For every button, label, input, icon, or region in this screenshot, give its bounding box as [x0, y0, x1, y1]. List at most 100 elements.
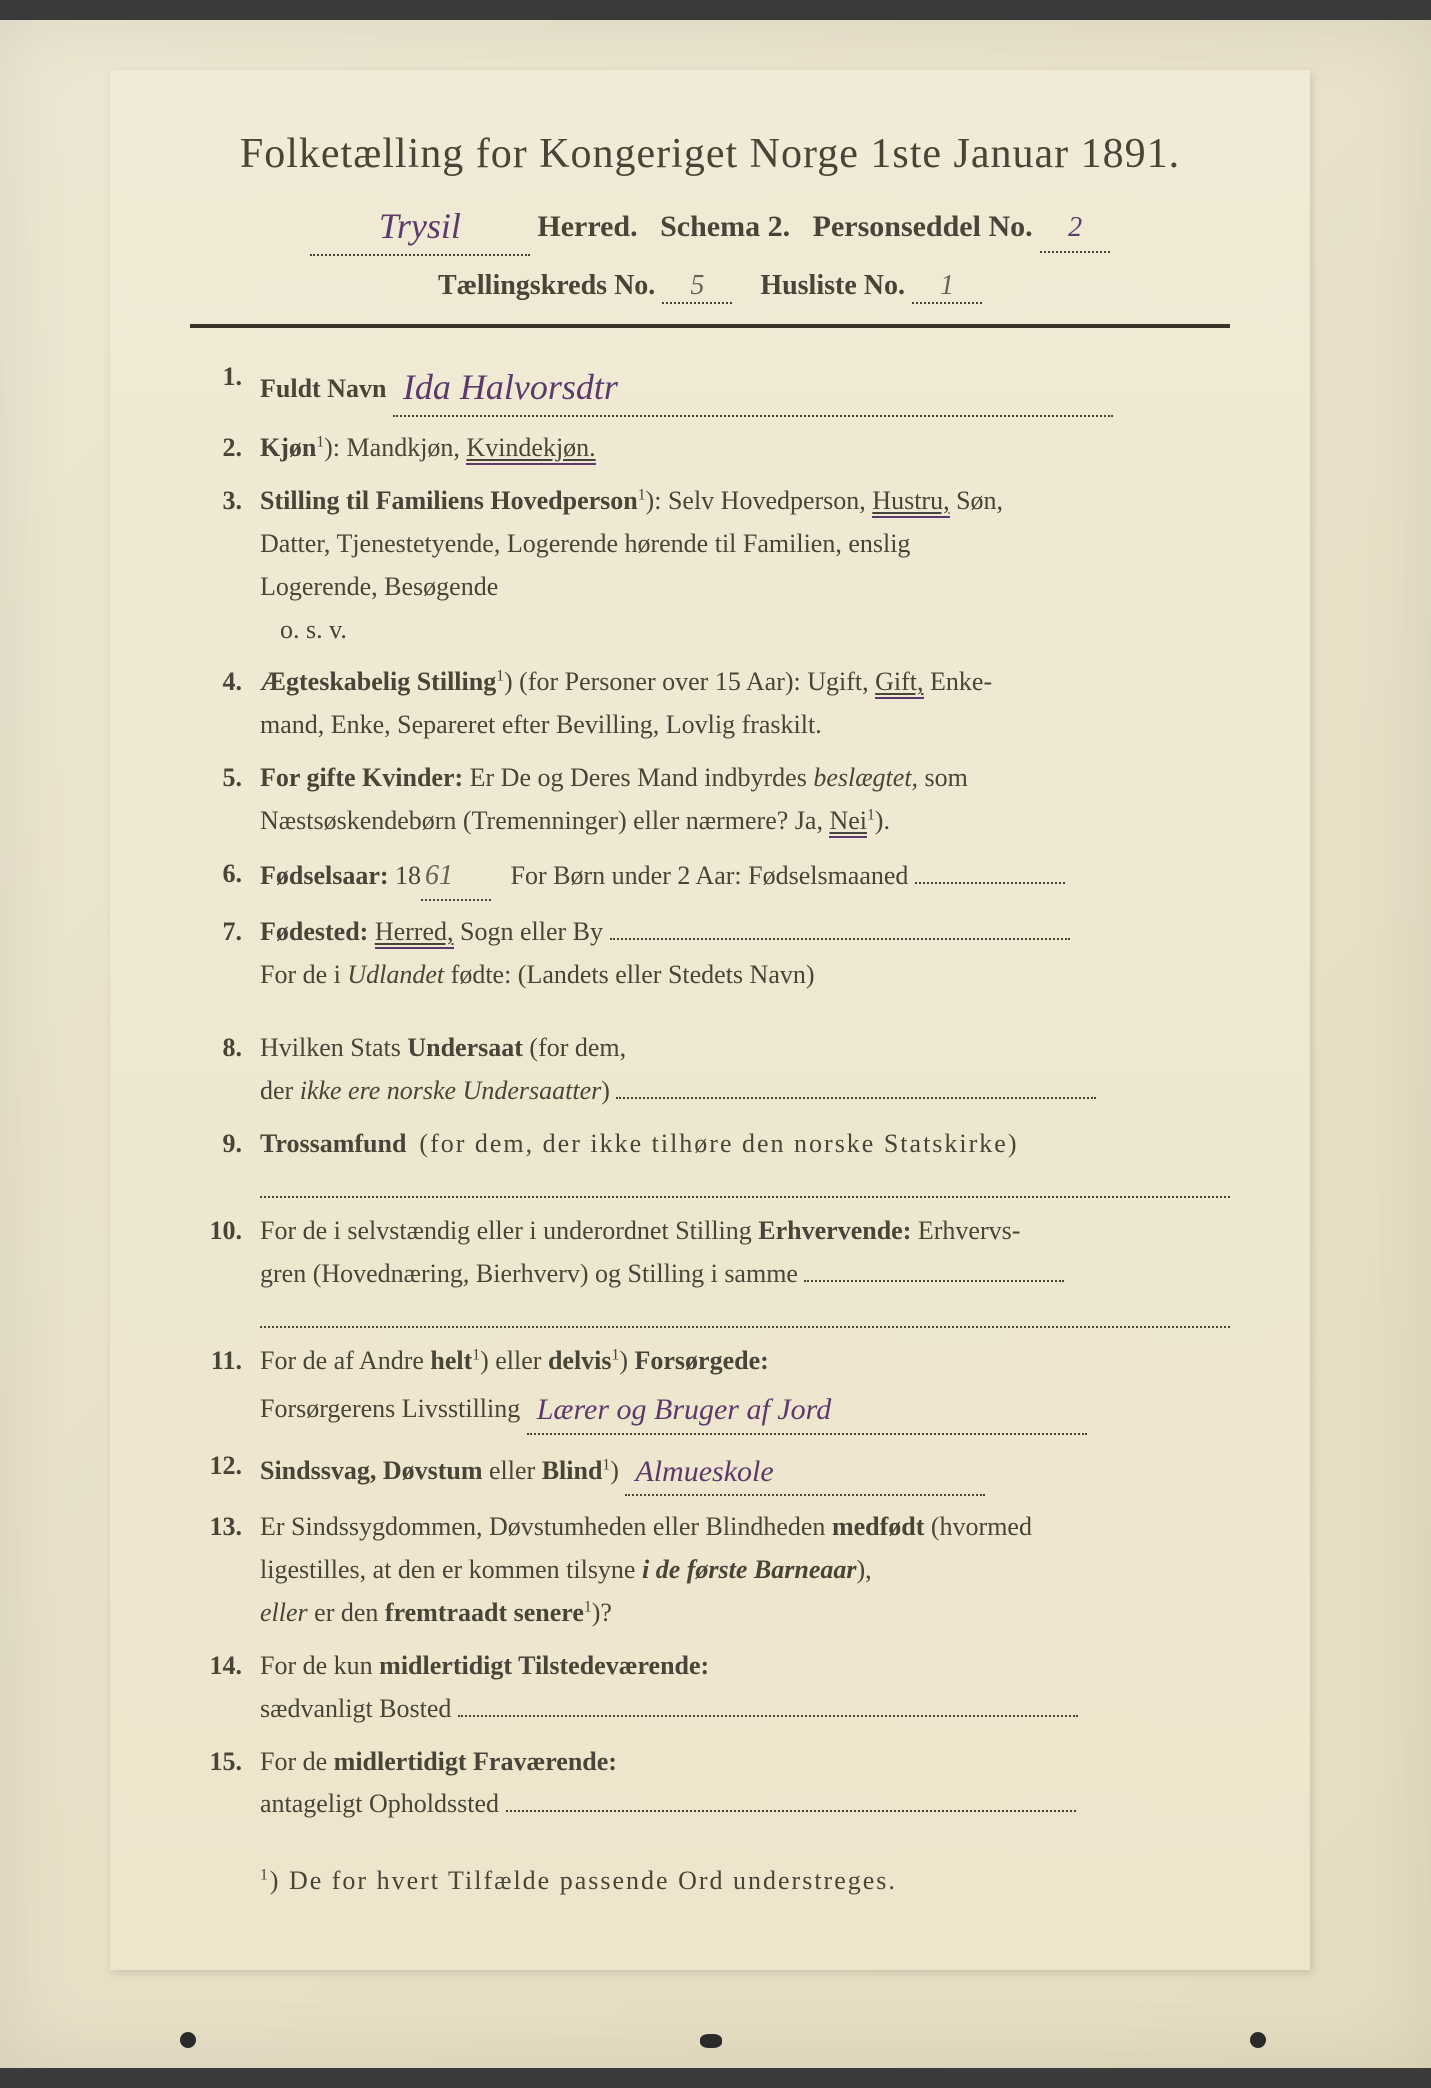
q14-num: 14.: [200, 1645, 260, 1688]
q11-bold1: helt: [430, 1346, 472, 1375]
schema-label: Schema 2.: [660, 210, 790, 243]
q9-num: 9.: [200, 1123, 260, 1166]
question-10: 10. For de i selvstændig eller i underor…: [200, 1210, 1230, 1296]
question-3: 3. Stilling til Familiens Hovedperson1):…: [200, 480, 1230, 652]
question-1: 1. Fuldt Navn Ida Halvorsdtr: [200, 356, 1230, 417]
question-2: 2. Kjøn1): Mandkjøn, Kvindekjøn.: [200, 427, 1230, 470]
q9-bold: Trossamfund: [260, 1129, 406, 1158]
punch-hole: [700, 2034, 722, 2048]
kreds-no: 5: [690, 270, 704, 301]
question-5: 5. For gifte Kvinder: Er De og Deres Man…: [200, 757, 1230, 843]
footnote: 1) De for hvert Tilfælde passende Ord un…: [190, 1866, 1230, 1896]
q7-line2b: fødte: (Landets eller Stedets Navn): [451, 960, 815, 989]
q3-num: 3.: [200, 480, 260, 523]
q4-num: 4.: [200, 661, 260, 704]
header-line-3: Tællingskreds No. 5 Husliste No. 1: [190, 270, 1230, 304]
q6-num: 6.: [200, 853, 260, 896]
q3-opts-a: Selv Hovedperson,: [668, 486, 866, 515]
personseddel-no: 2: [1068, 212, 1082, 243]
q6-year-prefix: 18: [395, 861, 421, 890]
q5-text1c: som: [925, 763, 968, 792]
q2-opt1: Mandkjøn,: [347, 433, 460, 462]
q2-label: Kjøn: [260, 433, 316, 462]
q9-text: (for dem, der ikke tilhøre den norske St…: [419, 1129, 1018, 1158]
q10-bold1: Erhvervende:: [758, 1216, 911, 1245]
husliste-label: Husliste No.: [760, 270, 905, 301]
q11-text1: For de af Andre: [260, 1346, 424, 1375]
q13-num: 13.: [200, 1506, 260, 1549]
q7-num: 7.: [200, 911, 260, 954]
kreds-label: Tællingskreds No.: [438, 270, 655, 301]
q1-value: Ida Halvorsdtr: [397, 358, 624, 417]
question-6: 6. Fødselsaar: 1861 For Børn under 2 Aar…: [200, 853, 1230, 901]
q12-num: 12.: [200, 1445, 260, 1488]
q4-label: Ægteskabelig Stilling: [260, 667, 496, 696]
q13-text2: (hvormed: [931, 1512, 1032, 1541]
q1-label: Fuldt Navn: [260, 374, 386, 403]
q2-num: 2.: [200, 427, 260, 470]
q13-line2a: ligestilles, at den er kommen tilsyne: [260, 1555, 635, 1584]
q7-udl: Udlandet: [347, 960, 444, 989]
q2-opt2: Kvindekjøn.: [466, 433, 595, 465]
question-9: 9. Trossamfund (for dem, der ikke tilhør…: [200, 1123, 1230, 1166]
q10-blank-line: [260, 1306, 1230, 1328]
q12-text: eller: [489, 1456, 535, 1485]
footnote-text: ) De for hvert Tilfælde passende Ord und…: [270, 1866, 897, 1895]
q10-num: 10.: [200, 1210, 260, 1253]
q9-blank-line: [260, 1176, 1230, 1198]
q4-ugift: Ugift,: [807, 667, 868, 696]
q11-text2: eller: [495, 1346, 541, 1375]
q8-text1: Hvilken Stats: [260, 1033, 401, 1062]
q15-num: 15.: [200, 1741, 260, 1784]
herred-label: Herred.: [537, 210, 637, 243]
scanned-page: Folketælling for Kongeriget Norge 1ste J…: [0, 20, 1431, 2068]
q14-line2: sædvanligt Bosted: [260, 1694, 451, 1723]
question-12: 12. Sindssvag, Døvstum eller Blind1) Alm…: [200, 1445, 1230, 1497]
q13-line3b: er den: [314, 1598, 378, 1627]
q11-bold2: delvis: [548, 1346, 612, 1375]
q6-label: Fødselsaar:: [260, 861, 389, 890]
punch-hole: [180, 2032, 196, 2048]
q4-gift: Gift,: [875, 667, 923, 699]
form-card: Folketælling for Kongeriget Norge 1ste J…: [110, 70, 1310, 1970]
q7-text1: Sogn eller By: [460, 917, 603, 946]
q8-line2b: ikke ere norske Undersaatter: [300, 1076, 602, 1105]
q8-bold1: Undersaat: [407, 1033, 523, 1062]
q5-num: 5.: [200, 757, 260, 800]
q13-bold3: fremtraadt senere: [385, 1598, 584, 1627]
q11-line2: Forsørgerens Livsstilling: [260, 1394, 520, 1423]
q10-line2: gren (Hovednæring, Bierhverv) og Stillin…: [260, 1259, 798, 1288]
q11-value: Lærer og Bruger af Jord: [531, 1385, 837, 1435]
form-body: 1. Fuldt Navn Ida Halvorsdtr 2. Kjøn1): …: [190, 356, 1230, 1827]
q5-label: For gifte Kvinder:: [260, 763, 463, 792]
header-block: Folketælling for Kongeriget Norge 1ste J…: [190, 130, 1230, 304]
q6-year-hw: 61: [425, 860, 453, 891]
q5-nei: Nei: [829, 806, 867, 838]
q3-line4: o. s. v.: [260, 615, 347, 644]
question-8: 8. Hvilken Stats Undersaat (for dem, der…: [200, 1027, 1230, 1113]
question-7: 7. Fødested: Herred, Sogn eller By For d…: [200, 911, 1230, 997]
q11-num: 11.: [200, 1340, 260, 1383]
q15-line2: antageligt Opholdssted: [260, 1789, 499, 1818]
q11-text3: Forsørgede:: [635, 1346, 769, 1375]
q4-paren: (for Personer over 15 Aar):: [519, 667, 801, 696]
q7-line2: For de i: [260, 960, 341, 989]
q13-line2b: i de første Barneaar: [642, 1555, 857, 1584]
q14-bold1: midlertidigt Tilstedeværende:: [379, 1651, 709, 1680]
q7-herred: Herred,: [375, 917, 454, 949]
q13-bold1: medfødt: [832, 1512, 924, 1541]
q3-line3: Logerende, Besøgende: [260, 572, 498, 601]
punch-hole: [1250, 2032, 1266, 2048]
q5-text1: Er De og Deres Mand indbyrdes: [470, 763, 807, 792]
q13-text1: Er Sindssygdommen, Døvstumheden eller Bl…: [260, 1512, 825, 1541]
q8-line2a: der: [260, 1076, 293, 1105]
divider: [190, 324, 1230, 328]
q15-text1: For de: [260, 1747, 327, 1776]
q4-rest: Enke-: [930, 667, 992, 696]
q8-text2: (for dem,: [529, 1033, 626, 1062]
q15-bold1: midlertidigt Fraværende:: [334, 1747, 617, 1776]
q3-line2: Datter, Tjenestetyende, Logerende hørend…: [260, 529, 910, 558]
herred-handwritten: Trysil: [373, 198, 467, 256]
q1-num: 1.: [200, 356, 260, 399]
question-15: 15. For de midlertidigt Fraværende: anta…: [200, 1741, 1230, 1827]
